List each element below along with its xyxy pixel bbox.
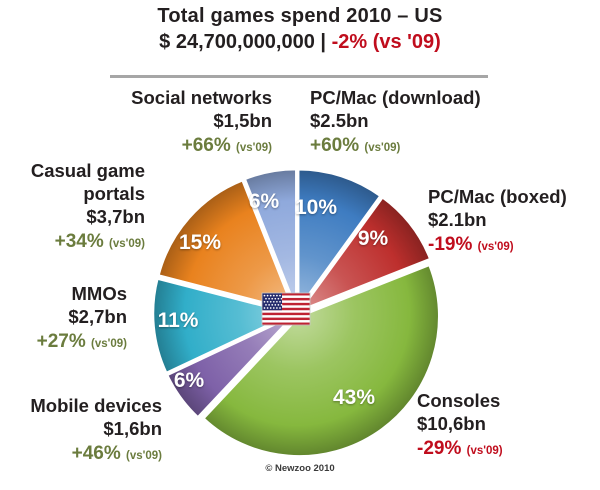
vs-09-label: (vs'09): [91, 338, 127, 350]
segment-label-consoles: Consoles $10,6bn -29% (vs'09): [417, 389, 503, 463]
page-title: Total games spend 2010 – US: [157, 5, 443, 27]
vs-09-label: (vs'09): [477, 241, 514, 253]
segment-label-mobile_devices: Mobile devices $1,6bn +46% (vs'09): [30, 394, 162, 468]
total-spend-separator: |: [320, 31, 327, 53]
segment-value: $3,7bn: [86, 206, 145, 227]
chart-header: Total games spend 2010 – US $ 24,700,000…: [0, 5, 600, 54]
segment-name: Casual game portals: [30, 160, 145, 204]
segment-label-mmos: MMOs $2,7bn +27% (vs'09): [37, 282, 127, 356]
segment-change: +60% (vs'09): [310, 135, 401, 156]
slice-percent-pc_mac_download: 10%: [295, 196, 337, 219]
vs-09-label: (vs'09): [466, 445, 503, 457]
pie-slice-consoles: [202, 263, 441, 458]
segment-label-pc_mac_boxed: PC/Mac (boxed) $2.1bn -19% (vs'09): [428, 185, 567, 259]
segment-change: +27% (vs'09): [36, 331, 127, 352]
header-divider: [110, 75, 488, 78]
vs-09-label: (vs'09): [236, 142, 272, 154]
segment-change: +46% (vs'09): [71, 443, 162, 464]
segment-value: $10,6bn: [417, 413, 486, 434]
segment-label-casual_portals: Casual game portals $3,7bn +34% (vs'09): [27, 159, 145, 256]
total-spend-value: $ 24,700,000,000: [159, 31, 315, 53]
segment-value: $1,6bn: [103, 418, 162, 439]
segment-name: PC/Mac (download): [310, 87, 481, 108]
vs-09-label: (vs'09): [109, 238, 145, 250]
slice-percent-mobile_devices: 6%: [174, 369, 205, 392]
segment-label-social_networks: Social networks $1,5bn +66% (vs'09): [131, 86, 272, 160]
vs-09-label: (vs'09): [126, 450, 162, 462]
pie-slice-social_networks: [243, 167, 298, 311]
pie-slice-mmos: [151, 277, 295, 375]
slice-percent-social_networks: 6%: [249, 190, 280, 213]
segment-change: +66% (vs'09): [181, 135, 272, 156]
slice-percent-mmos: 11%: [158, 309, 199, 332]
slice-percent-casual_portals: 15%: [179, 231, 221, 254]
segment-change: +34% (vs'09): [54, 231, 145, 252]
slice-percent-consoles: 43%: [333, 386, 375, 409]
segment-name: Social networks: [131, 87, 272, 108]
segment-value: $2.1bn: [428, 209, 487, 230]
total-change-badge: -2% (vs '09): [331, 31, 441, 53]
pie-slice-pc_mac_download: [296, 167, 382, 311]
pie-slice-mobile_devices: [165, 314, 296, 419]
segment-change: -29% (vs'09): [417, 438, 503, 459]
vs-09-label: (vs'09): [364, 142, 401, 154]
total-spend-line: $ 24,700,000,000 | -2% (vs '09): [0, 31, 600, 54]
slice-percent-pc_mac_boxed: 9%: [358, 227, 389, 250]
segment-label-pc_mac_download: PC/Mac (download) $2.5bn +60% (vs'09): [310, 86, 481, 160]
segment-name: Mobile devices: [30, 395, 162, 416]
segment-value: $1,5bn: [213, 110, 272, 131]
pie-slice-pc_mac_boxed: [298, 196, 432, 312]
segment-name: PC/Mac (boxed): [428, 186, 567, 207]
segment-name: Consoles: [417, 390, 501, 411]
us-flag-icon: [261, 292, 311, 326]
segment-name: MMOs: [71, 283, 128, 304]
segment-change: -19% (vs'09): [428, 234, 514, 255]
copyright-text: © Newzoo 2010: [265, 463, 335, 474]
segment-value: $2,7bn: [68, 306, 127, 327]
pie-slice-casual_portals: [157, 178, 296, 312]
segment-value: $2.5bn: [310, 110, 369, 131]
